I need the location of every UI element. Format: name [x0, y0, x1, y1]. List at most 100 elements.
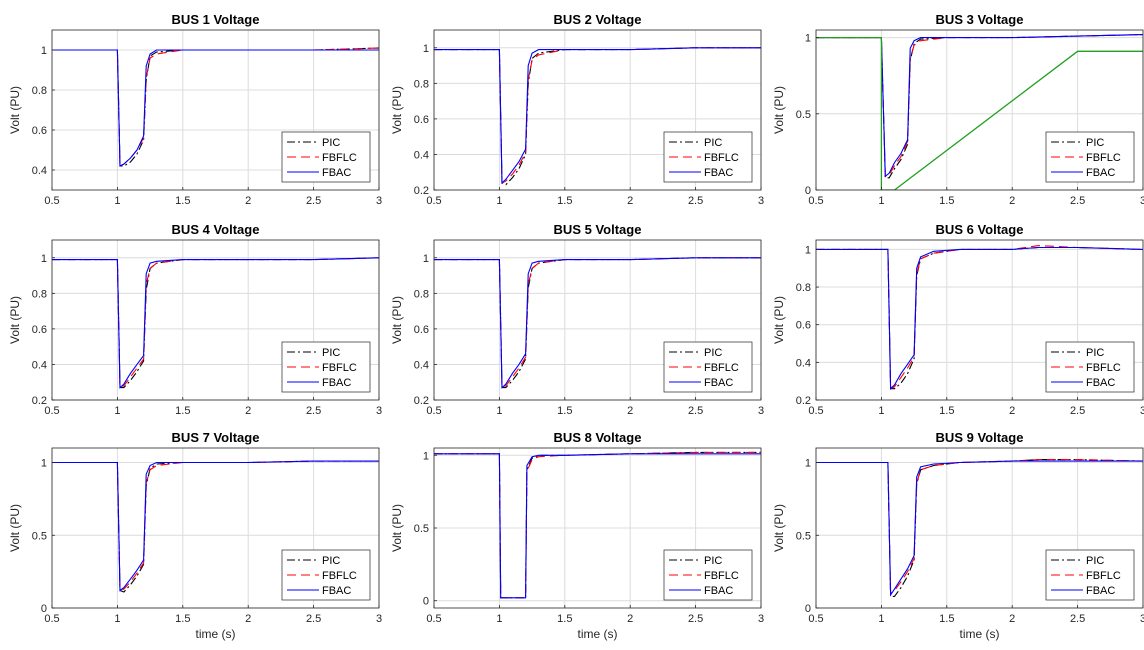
- axes-box: [815, 29, 1144, 191]
- x-tick-label: 2: [1009, 613, 1015, 625]
- x-tick-label: 2.5: [1070, 613, 1085, 625]
- legend-label: FBFLC: [322, 152, 357, 164]
- y-tick-label: 0: [423, 596, 429, 608]
- series-line-extra: [816, 36, 1143, 190]
- legend-label: FBFLC: [322, 362, 357, 374]
- x-tick-label: 1: [878, 613, 884, 625]
- x-tick-label: 1: [878, 405, 884, 417]
- x-tick-label: 2: [627, 405, 633, 417]
- panel-title: BUS 4 Voltage: [172, 222, 260, 237]
- y-tick-label: 0.6: [32, 125, 47, 137]
- x-tick-label: 1.5: [557, 195, 572, 207]
- x-tick-label: 3: [758, 405, 764, 417]
- axes-box: [433, 239, 762, 401]
- axes-box: [815, 447, 1144, 609]
- legend-box: [281, 341, 371, 393]
- series-line-fbac: [52, 49, 379, 167]
- x-tick-label: 0.5: [44, 613, 59, 625]
- x-tick-label: 2.5: [688, 195, 703, 207]
- x-tick-label: 2: [627, 613, 633, 625]
- y-axis-label: Volt (PU): [772, 86, 786, 134]
- y-tick-label: 0.8: [414, 288, 429, 300]
- y-tick-label: 0.8: [796, 282, 811, 294]
- bus-panel-4: 0.5 1 1.5 2 2.5 3 0.2 0.4 0.6 0.8 1 BUS 4 Voltage Vo…: [8, 222, 382, 417]
- x-tick-label: 2.5: [1070, 405, 1085, 417]
- legend-label: FBAC: [1086, 167, 1115, 179]
- x-tick-label: 3: [1140, 195, 1144, 207]
- series-line-fbac: [52, 460, 379, 592]
- legend-label: FBFLC: [704, 362, 739, 374]
- y-axis-label: Volt (PU): [772, 504, 786, 552]
- legend-label: FBFLC: [1086, 570, 1121, 582]
- series-line-fbac: [434, 453, 761, 599]
- x-tick-label: 3: [758, 195, 764, 207]
- y-tick-label: 0.4: [796, 357, 811, 369]
- axes-box: [433, 29, 762, 191]
- legend: PIC FBFLC FBAC: [281, 341, 371, 393]
- series-line-pic: [816, 246, 1143, 390]
- y-tick-label: 1: [805, 244, 811, 256]
- y-axis-label: Volt (PU): [390, 296, 404, 344]
- axes-box: [51, 447, 380, 609]
- legend-box: [663, 341, 753, 393]
- y-tick-label: 0.5: [796, 109, 811, 121]
- y-tick-label: 0.4: [32, 165, 47, 177]
- axes-box: [51, 29, 380, 191]
- legend: PIC FBFLC FBAC: [281, 549, 371, 601]
- x-tick-label: 3: [376, 195, 382, 207]
- x-tick-label: 0.5: [808, 195, 823, 207]
- y-tick-label: 1: [423, 450, 429, 462]
- bus-panel-5: 0.5 1 1.5 2 2.5 3 0.2 0.4 0.6 0.8 1 BUS 5 Voltage Vo…: [390, 222, 764, 417]
- x-tick-label: 0.5: [426, 195, 441, 207]
- legend-label: PIC: [1086, 137, 1104, 149]
- legend: PIC FBFLC FBAC: [663, 341, 753, 393]
- x-tick-label: 1.5: [557, 405, 572, 417]
- y-tick-label: 0.4: [414, 149, 429, 161]
- legend: PIC FBFLC FBAC: [1045, 131, 1135, 183]
- legend-label: FBFLC: [704, 570, 739, 582]
- x-tick-label: 3: [1140, 613, 1144, 625]
- x-tick-label: 1: [114, 405, 120, 417]
- legend-label: FBFLC: [704, 152, 739, 164]
- x-tick-label: 2.5: [306, 405, 321, 417]
- x-tick-label: 1: [496, 405, 502, 417]
- x-tick-label: 0.5: [426, 613, 441, 625]
- panel-title: BUS 7 Voltage: [172, 430, 260, 445]
- y-tick-label: 1: [423, 43, 429, 55]
- y-axis-label: Volt (PU): [390, 86, 404, 134]
- x-tick-label: 0.5: [808, 405, 823, 417]
- legend-label: PIC: [704, 555, 722, 567]
- y-tick-label: 0.2: [32, 395, 47, 407]
- y-tick-label: 1: [41, 45, 47, 57]
- legend-label: PIC: [322, 137, 340, 149]
- x-tick-label: 2: [627, 195, 633, 207]
- y-tick-label: 1: [41, 458, 47, 470]
- legend-box: [1045, 131, 1135, 183]
- y-tick-label: 0.4: [414, 359, 429, 371]
- legend-label: FBFLC: [1086, 152, 1121, 164]
- x-tick-label: 1.5: [557, 613, 572, 625]
- axes-box: [51, 239, 380, 401]
- legend-label: FBFLC: [322, 570, 357, 582]
- x-tick-label: 1: [496, 195, 502, 207]
- bus-panel-6: 0.5 1 1.5 2 2.5 3 0.2 0.4 0.6 0.8 1 BUS 6 Voltage Vo…: [772, 222, 1144, 417]
- bus-panel-8: 0.5 1 1.5 2 2.5 3 0 0.5 1 BUS 8 Voltage Volt (PU) t…: [390, 430, 764, 641]
- y-tick-label: 0.8: [414, 78, 429, 90]
- y-tick-label: 0.6: [32, 324, 47, 336]
- y-tick-label: 0.5: [414, 523, 429, 535]
- x-axis-label: time (s): [196, 627, 236, 641]
- x-tick-label: 1.5: [939, 195, 954, 207]
- y-tick-label: 0.5: [32, 530, 47, 542]
- legend-label: FBAC: [322, 167, 351, 179]
- legend-box: [663, 549, 753, 601]
- x-tick-label: 2: [245, 405, 251, 417]
- series-line-fbac: [816, 246, 1143, 390]
- y-tick-label: 1: [423, 253, 429, 265]
- series-line-fbac: [52, 257, 379, 389]
- x-tick-label: 1: [114, 195, 120, 207]
- y-tick-label: 1: [805, 458, 811, 470]
- legend-label: PIC: [704, 137, 722, 149]
- x-tick-label: 2.5: [306, 613, 321, 625]
